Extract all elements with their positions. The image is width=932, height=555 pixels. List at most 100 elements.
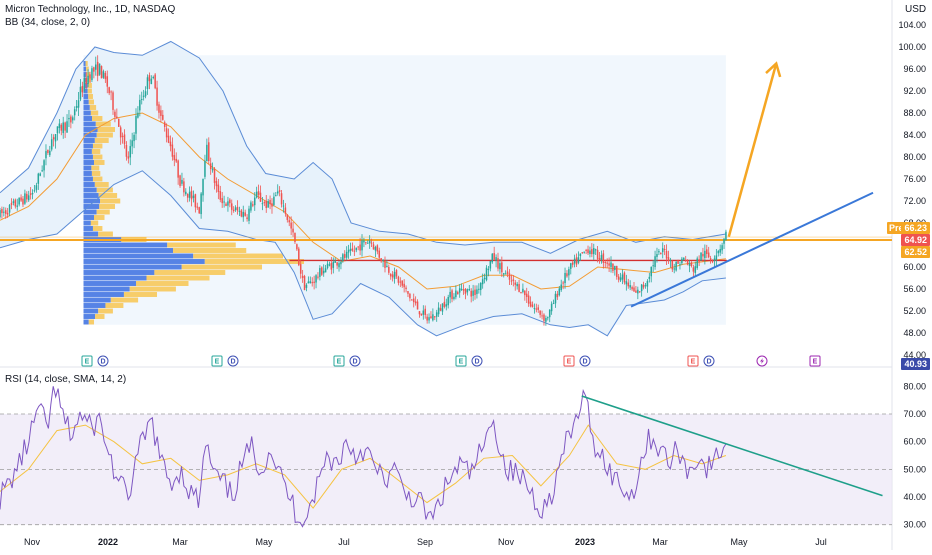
candle-body: [131, 140, 133, 147]
candle-body: [506, 271, 509, 274]
candle-body: [167, 135, 170, 143]
candle-body: [504, 273, 507, 275]
volume-profile-bar-buy: [83, 160, 95, 165]
candle-body: [204, 160, 206, 177]
dividend-badge: [227, 355, 239, 367]
candle-body: [236, 206, 239, 211]
price-axis-tick: 44.00: [903, 350, 926, 360]
candle-body: [146, 77, 149, 89]
candle-body: [150, 78, 153, 85]
volume-profile-bar-buy: [83, 116, 93, 121]
time-axis-tick: May: [730, 537, 748, 547]
candle-body: [696, 258, 698, 269]
candle-body: [684, 259, 687, 261]
badge-letter: E: [337, 359, 342, 366]
volume-profile-bar-sell: [92, 116, 103, 121]
candle-body: [449, 291, 451, 298]
volume-profile-bar-sell: [204, 259, 305, 264]
candle-body: [405, 287, 407, 290]
candle-body: [246, 217, 248, 219]
candle-body: [543, 314, 545, 321]
candle-body: [160, 110, 162, 116]
candle-body: [435, 312, 438, 317]
candle-body: [1, 209, 3, 214]
candle-body: [535, 308, 538, 310]
candle-body: [476, 289, 478, 295]
candle-body: [374, 247, 377, 251]
candle-body: [31, 192, 34, 195]
time-axis-tick: Mar: [652, 537, 668, 547]
candle-body: [650, 266, 652, 277]
candle-body: [700, 252, 702, 261]
candle-body: [353, 250, 356, 252]
volume-profile-bar-buy: [83, 138, 95, 143]
candle-body: [443, 301, 446, 307]
candle-body: [14, 199, 17, 207]
candle-body: [401, 280, 403, 286]
candle-body: [217, 184, 220, 193]
candle-body: [558, 288, 561, 296]
candle-body: [537, 307, 539, 310]
badge-letter: E: [691, 359, 696, 366]
badge-letter: D: [230, 359, 235, 366]
volume-profile-bar-buy: [83, 275, 147, 281]
candle-body: [213, 168, 216, 183]
volume-profile-bar-buy: [83, 165, 92, 171]
candle-body: [95, 64, 97, 70]
volume-profile-bar-buy: [83, 110, 91, 116]
time-axis-tick: Sep: [417, 537, 433, 547]
candle-body: [462, 289, 465, 291]
dividend-badge: [579, 355, 591, 367]
candle-body: [328, 264, 331, 266]
candle-body: [397, 276, 400, 283]
candle-body: [326, 263, 329, 269]
candle-body: [480, 282, 482, 291]
candle-body: [610, 262, 612, 267]
candle-body: [677, 260, 679, 264]
candle-body: [368, 240, 371, 244]
price-axis-tick: 92.00: [903, 86, 926, 96]
candle-body: [70, 116, 72, 123]
candle-body: [334, 260, 336, 263]
candle-body: [524, 290, 526, 296]
candle-body: [570, 263, 572, 269]
candle-body: [681, 258, 683, 264]
volume-profile-bar-buy: [83, 182, 95, 187]
volume-profile-bar-sell: [110, 297, 139, 303]
candle-body: [365, 242, 367, 244]
candle-body: [41, 170, 43, 172]
candle-body: [455, 290, 457, 298]
candle-body: [370, 242, 373, 244]
earnings-badge: [211, 355, 223, 367]
candle-body: [437, 307, 440, 315]
candle-body: [133, 134, 135, 142]
candle-body: [211, 168, 214, 171]
candle-body: [292, 228, 294, 233]
price-axis-tick: 88.00: [903, 108, 926, 118]
candle-body: [604, 261, 607, 263]
candle-body: [200, 193, 202, 215]
candle-body: [303, 276, 306, 290]
candle-body: [244, 212, 246, 216]
candle-body: [395, 270, 398, 277]
candle-body: [309, 281, 312, 284]
candle-body: [269, 199, 271, 205]
earnings-badge: [333, 355, 345, 367]
candle-body: [24, 193, 26, 204]
candle-body: [349, 248, 352, 251]
candle-body: [522, 288, 524, 293]
price-axis-tick: 104.00: [898, 20, 926, 30]
candle-body: [583, 251, 585, 253]
orange-projection-arrow: [727, 63, 778, 238]
candle-body: [577, 257, 580, 263]
volume-profile-bar-buy: [83, 259, 205, 264]
candle-body: [493, 253, 495, 260]
candle-body: [72, 117, 74, 121]
candle-body: [196, 206, 199, 208]
candle-body: [194, 194, 197, 208]
volume-profile-bar-sell: [89, 105, 97, 110]
candle-body: [240, 210, 243, 217]
candle-body: [223, 201, 225, 203]
candle-body: [357, 246, 359, 248]
candle-body: [606, 262, 608, 264]
